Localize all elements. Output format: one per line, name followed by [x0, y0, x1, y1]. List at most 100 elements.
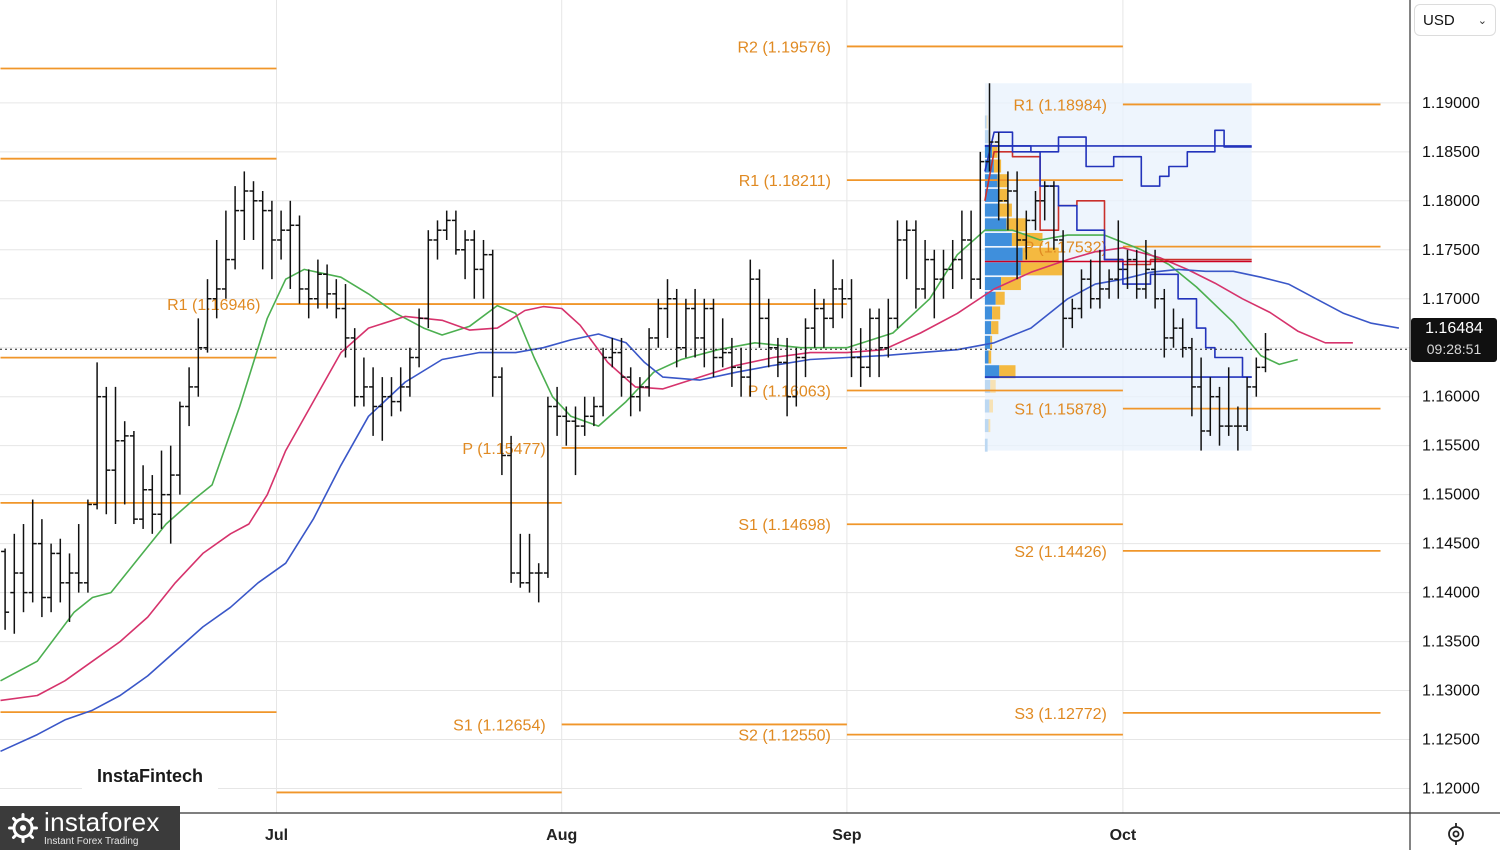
ohlc-bar	[442, 210, 451, 240]
volume-bin-up	[984, 115, 987, 129]
ohlc-bar	[1178, 318, 1187, 358]
ohlc-bar	[608, 337, 617, 368]
ohlc-bar	[553, 386, 562, 436]
ohlc-bar	[19, 524, 28, 613]
pivot-label: R1 (1.18211)	[739, 173, 831, 190]
ohlc-bar	[599, 347, 608, 417]
ohlc-bar	[415, 308, 424, 368]
ohlc-bar	[801, 318, 810, 378]
ohlc-bar	[102, 386, 111, 515]
ohlc-bar	[773, 337, 782, 378]
volume-bin-up	[984, 438, 988, 452]
volume-bin-up	[984, 335, 991, 349]
ohlc-bar	[323, 264, 332, 309]
pivot-label: S2 (1.12550)	[738, 728, 831, 745]
volume-bin-up	[984, 144, 993, 158]
ohlc-bar	[295, 215, 304, 304]
indicator-line	[0, 268, 1400, 753]
y-tick-label: 1.13500	[1422, 634, 1480, 651]
ohlc-bar	[1187, 337, 1196, 417]
volume-bin-up	[984, 262, 1021, 276]
settings-target-icon[interactable]	[1442, 820, 1470, 848]
ohlc-bar	[405, 347, 414, 397]
volume-bin-down	[993, 159, 1002, 173]
volume-bin-down	[990, 335, 993, 349]
ohlc-bar	[369, 367, 378, 436]
ohlc-bar	[727, 337, 736, 387]
ohlc-bar	[1206, 377, 1215, 436]
ohlc-bar	[378, 377, 387, 441]
ohlc-bar	[56, 538, 65, 603]
ohlc-bar	[1215, 386, 1224, 446]
ohlc-bar	[212, 239, 221, 319]
pivot-label: S2 (1.14426)	[1014, 544, 1107, 561]
ohlc-bar	[157, 450, 166, 529]
instaforex-logo[interactable]: instaforex Instant Forex Trading	[0, 806, 180, 850]
volume-bin-down	[995, 291, 1005, 305]
ohlc-bar	[396, 367, 405, 412]
indicator-line	[984, 129, 1252, 187]
ohlc-bar	[1169, 308, 1178, 348]
volume-bin-down	[988, 419, 991, 433]
ohlc-bar	[691, 288, 700, 358]
ohlc-bar	[461, 230, 470, 280]
ohlc-bar	[654, 298, 663, 348]
ohlc-bar	[672, 288, 681, 368]
ohlc-bar	[681, 298, 690, 358]
ohlc-bar	[470, 230, 479, 299]
volume-bin-up	[984, 247, 1023, 261]
ohlc-bar	[120, 421, 129, 505]
current-price-value: 1.16484	[1425, 320, 1483, 337]
ohlc-bar	[838, 279, 847, 319]
currency-select[interactable]: USD ⌄	[1414, 4, 1496, 36]
ohlc-bar	[129, 430, 138, 525]
volume-bin-up	[984, 277, 1002, 291]
ohlc-bar	[1068, 298, 1077, 329]
ohlc-bar	[571, 406, 580, 476]
ohlc-bar	[1114, 220, 1123, 299]
ohlc-bar	[709, 298, 718, 378]
ohlc-bar	[1132, 249, 1141, 299]
volume-bin-up	[984, 365, 1000, 379]
y-tick-label: 1.15500	[1422, 438, 1480, 455]
pivot-levels: R1 (1.19351)P (1.16399)S1 (1.14916)R1 (1…	[0, 39, 1381, 794]
ohlc-bar	[1233, 406, 1242, 451]
ohlc-bar	[341, 284, 350, 358]
ohlc-bar	[663, 279, 672, 338]
pivot-label: S3 (1.12772)	[1014, 706, 1107, 723]
indicator-line	[0, 247, 1353, 702]
ohlc-bar	[277, 210, 286, 260]
ohlc-bar	[166, 445, 175, 544]
ohlc-bar	[175, 401, 184, 495]
ohlc-bar	[424, 230, 433, 329]
ohlc-bar	[1160, 288, 1169, 358]
ohlc-bar	[37, 519, 46, 618]
ohlc-bar	[221, 210, 230, 299]
ohlc-bar	[819, 298, 828, 348]
ohlc-bar	[967, 210, 976, 299]
ohlc-bar	[700, 298, 709, 368]
ohlc-bar	[249, 181, 258, 240]
ohlc-bar	[939, 249, 948, 299]
ohlc-bar	[1123, 249, 1132, 289]
ohlc-bar	[185, 367, 194, 427]
ohlc-bar	[516, 533, 525, 588]
indicator-lines	[0, 129, 1400, 753]
ohlc-bar	[1031, 191, 1040, 231]
ohlc-bar	[83, 499, 92, 593]
volume-bin-down	[986, 115, 988, 129]
ohlc-bar	[829, 259, 838, 329]
ohlc-bar	[74, 524, 83, 593]
volume-bin-up	[984, 399, 990, 413]
ohlc-bar	[433, 220, 442, 260]
ohlc-bar	[810, 288, 819, 348]
volume-bin-up	[984, 321, 992, 335]
y-tick-label: 1.17000	[1422, 291, 1480, 308]
y-tick-label: 1.14500	[1422, 536, 1480, 553]
ohlc-bar	[93, 362, 102, 510]
pivot-label: S1 (1.14698)	[738, 517, 831, 534]
ohlc-bar	[258, 191, 267, 270]
ohlc-bar	[856, 328, 865, 387]
